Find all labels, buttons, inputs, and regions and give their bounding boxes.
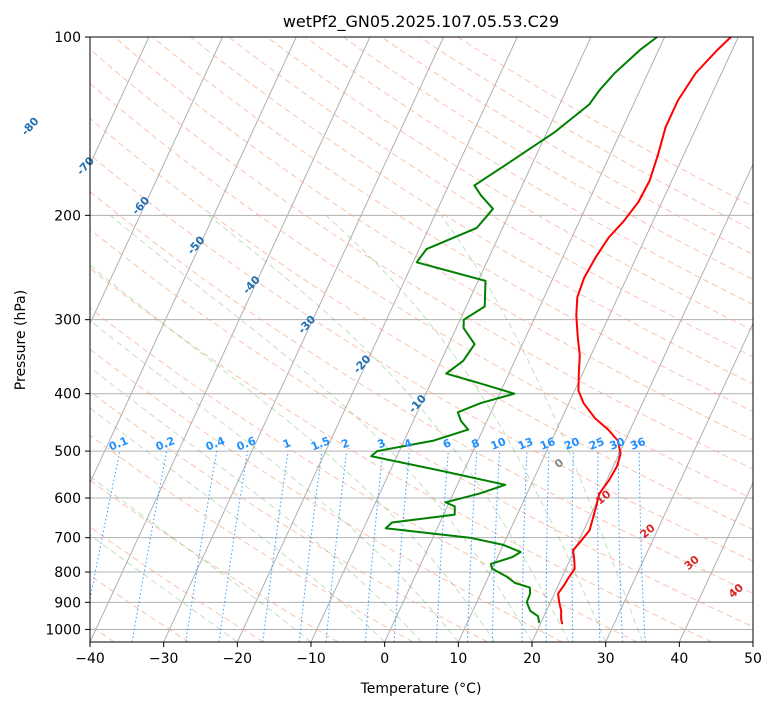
- dry-adiabat: [90, 48, 753, 470]
- isotherm: [236, 37, 518, 642]
- moist-adiabat: [208, 214, 570, 642]
- dry-adiabat: [419, 37, 753, 231]
- x-tick-label: 10: [449, 651, 467, 667]
- mixing-ratio-label: 3: [376, 436, 388, 451]
- dry-adiabat: [190, 37, 753, 385]
- dry-adiabat: [457, 37, 753, 207]
- dry-adiabat: [90, 526, 264, 642]
- dry-adiabat: [304, 37, 753, 306]
- dry-adiabat: [90, 228, 753, 628]
- y-tick-label: 300: [54, 313, 81, 329]
- profile-line: [557, 37, 732, 625]
- y-tick-label: 400: [54, 387, 81, 403]
- mixing-ratio-line: [262, 451, 289, 642]
- dry-adiabat: [152, 37, 753, 413]
- mixing-ratio-line: [131, 451, 168, 642]
- isotherm: [531, 163, 753, 642]
- x-tick-label: 20: [523, 651, 541, 667]
- isotherm: [163, 37, 445, 642]
- plot-background: [90, 37, 753, 642]
- dry-adiabat: [90, 82, 753, 500]
- profile-line: [370, 37, 658, 624]
- mixing-ratio-label: 1: [281, 436, 293, 451]
- plot-frame: [89, 36, 754, 643]
- moist-adiabat: [440, 215, 643, 642]
- y-tick-label: 800: [54, 565, 81, 581]
- isotherm: [678, 481, 753, 642]
- x-tick-label: −10: [296, 651, 326, 667]
- y-axis-ticks: 1000 900 800 700 600 500 400 300 200 100: [45, 30, 90, 638]
- x-tick-label: −20: [223, 651, 253, 667]
- y-tick-label: 1000: [45, 622, 81, 638]
- dry-adiabat: [114, 37, 753, 441]
- dry-adiabat: [90, 479, 339, 642]
- x-tick-label: 50: [744, 651, 762, 667]
- moist-adiabat: [90, 366, 422, 642]
- mixing-ratio-label: 2: [339, 436, 351, 451]
- dry-adiabat: [266, 37, 753, 331]
- isotherm: [457, 37, 739, 642]
- x-tick-label: −40: [75, 651, 105, 667]
- mixing-ratio-label: 36: [628, 435, 647, 453]
- x-axis-label: Temperature (°C): [360, 681, 482, 697]
- mixing-ratio-label: 8: [470, 436, 482, 451]
- x-tick-label: 0: [380, 651, 389, 667]
- x-tick-label: 30: [597, 651, 615, 667]
- moist-adiabat: [109, 214, 533, 642]
- dry-adiabat: [90, 153, 753, 562]
- x-axis-ticks: −40 −30 −20 −10 0 10 20 30 40 50: [75, 642, 762, 667]
- y-tick-label: 100: [54, 30, 81, 46]
- mixing-ratio-label: 13: [516, 435, 535, 453]
- line-labels: 0.10.20.40.611.52346810131620253036-100-…: [19, 114, 747, 600]
- isotherm: [752, 640, 753, 642]
- x-tick-label: −30: [149, 651, 179, 667]
- mixing-ratio-label: 30: [608, 435, 627, 453]
- dry-adiabat: [90, 117, 753, 531]
- moist-adiabat: [90, 319, 459, 642]
- dry-adiabat: [90, 307, 638, 642]
- dry-adiabat: [228, 37, 753, 358]
- mixing-ratio-label: 10: [489, 435, 508, 453]
- mixing-ratio-line: [298, 451, 323, 642]
- dry-adiabat: [90, 348, 563, 642]
- y-tick-label: 200: [54, 208, 81, 224]
- isotherm: [90, 37, 371, 642]
- mixing-ratio-line: [90, 450, 121, 602]
- dry-adiabat: [90, 267, 712, 642]
- y-axis-label: Pressure (hPa): [13, 290, 29, 390]
- x-tick-label: 40: [670, 651, 688, 667]
- isotherm: [90, 37, 297, 484]
- dry-adiabat: [381, 37, 753, 255]
- y-tick-label: 500: [54, 444, 81, 460]
- mixing-ratio-label: 20: [562, 435, 581, 453]
- y-tick-label: 900: [54, 595, 81, 611]
- isotherm: [384, 37, 666, 642]
- dry-adiabat-label: -80: [19, 114, 42, 138]
- isotherm: [605, 322, 753, 642]
- background-lines: [0, 37, 753, 642]
- y-tick-label: 600: [54, 491, 81, 507]
- mixing-ratio-line: [218, 451, 248, 642]
- moist-adiabat: [90, 407, 386, 642]
- mixing-ratio-label: 25: [587, 435, 606, 453]
- moist-adiabat: [325, 214, 607, 642]
- y-tick-label: 700: [54, 531, 81, 547]
- moist-adiabat: [90, 534, 238, 642]
- isotherm: [90, 37, 150, 166]
- profile-series: [370, 37, 732, 625]
- moist-adiabat: [90, 475, 312, 642]
- mixing-ratio-label: 16: [538, 435, 557, 453]
- dry-adiabat: [343, 37, 753, 280]
- chart-title: wetPf2_GN05.2025.107.05.53.C29: [283, 12, 559, 32]
- isotherm: [90, 37, 224, 325]
- isotherm: [0, 37, 2, 642]
- mixing-ratio-line: [185, 451, 218, 642]
